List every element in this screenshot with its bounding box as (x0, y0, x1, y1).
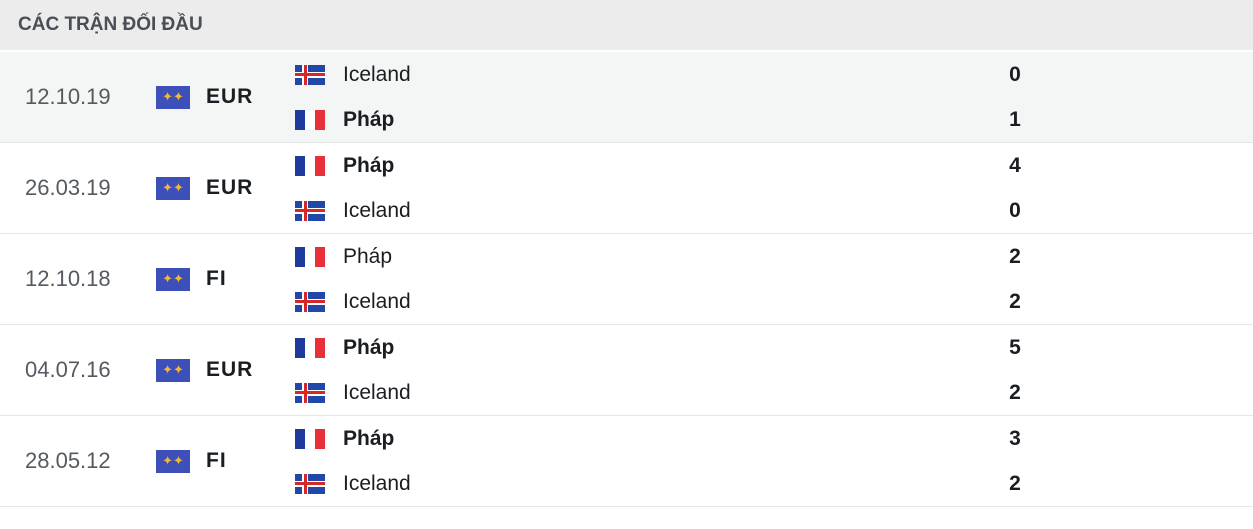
competition-name: FI (206, 267, 227, 290)
match-row[interactable]: 28.05.12 ✦✦ FI Pháp Iceland 3 2 (0, 416, 1253, 507)
home-score: 0 (1009, 63, 1021, 86)
team-name: Iceland (343, 381, 411, 404)
match-date: 26.03.19 (25, 175, 111, 200)
match-row[interactable]: 12.10.18 ✦✦ FI Pháp Iceland 2 2 (0, 234, 1253, 325)
away-team: Iceland (295, 289, 411, 314)
match-date: 28.05.12 (25, 448, 111, 473)
team-name: Pháp (343, 336, 395, 359)
home-score: 4 (1009, 154, 1021, 177)
france-flag-icon (295, 109, 325, 130)
home-score: 2 (1009, 245, 1021, 268)
team-name: Iceland (343, 472, 411, 495)
france-flag-icon (295, 428, 325, 449)
away-score: 2 (1009, 290, 1021, 313)
home-team: Pháp (295, 335, 394, 360)
competition: ✦✦ FI (156, 267, 227, 291)
competition-name: EUR (206, 358, 254, 381)
competition: ✦✦ EUR (156, 176, 253, 200)
away-score: 0 (1009, 199, 1021, 222)
home-team: Pháp (295, 244, 392, 269)
iceland-flag-icon (295, 200, 325, 221)
team-name: Pháp (343, 245, 393, 268)
france-flag-icon (295, 337, 325, 358)
home-score: 3 (1009, 427, 1021, 450)
iceland-flag-icon (295, 291, 325, 312)
home-team: Iceland (295, 62, 411, 87)
team-name: Iceland (343, 290, 411, 313)
team-name: Pháp (343, 427, 395, 450)
match-date: 12.10.18 (25, 266, 111, 291)
france-flag-icon (295, 246, 325, 267)
away-team: Pháp (295, 107, 394, 132)
match-row[interactable]: 26.03.19 ✦✦ EUR Pháp Iceland 4 0 (0, 143, 1253, 234)
competition-name: EUR (206, 176, 254, 199)
team-name: Iceland (343, 63, 411, 86)
team-name: Pháp (343, 108, 395, 131)
away-team: Iceland (295, 471, 411, 496)
away-score: 2 (1009, 472, 1021, 495)
iceland-flag-icon (295, 382, 325, 403)
home-team: Pháp (295, 153, 394, 178)
iceland-flag-icon (295, 64, 325, 85)
competition-name: FI (206, 449, 227, 472)
competition: ✦✦ EUR (156, 358, 253, 382)
match-date: 12.10.19 (25, 84, 111, 109)
match-list: 12.10.19 ✦✦ EUR Iceland Pháp 0 1 26.03.19 … (0, 52, 1253, 507)
home-score: 5 (1009, 336, 1021, 359)
world-map-icon: ✦✦ (156, 358, 190, 382)
team-name: Pháp (343, 154, 395, 177)
competition: ✦✦ EUR (156, 85, 253, 109)
france-flag-icon (295, 155, 325, 176)
competition-name: EUR (206, 85, 254, 108)
world-map-icon: ✦✦ (156, 176, 190, 200)
match-row[interactable]: 12.10.19 ✦✦ EUR Iceland Pháp 0 1 (0, 52, 1253, 143)
team-name: Iceland (343, 199, 411, 222)
away-team: Iceland (295, 198, 411, 223)
world-map-icon: ✦✦ (156, 267, 190, 291)
competition: ✦✦ FI (156, 449, 227, 473)
away-score: 1 (1009, 108, 1021, 131)
match-row[interactable]: 04.07.16 ✦✦ EUR Pháp Iceland 5 2 (0, 325, 1253, 416)
home-team: Pháp (295, 426, 394, 451)
match-date: 04.07.16 (25, 357, 111, 382)
iceland-flag-icon (295, 473, 325, 494)
world-map-icon: ✦✦ (156, 449, 190, 473)
away-team: Iceland (295, 380, 411, 405)
world-map-icon: ✦✦ (156, 85, 190, 109)
section-title: CÁC TRẬN ĐỐI ĐẦU (0, 0, 1253, 52)
away-score: 2 (1009, 381, 1021, 404)
